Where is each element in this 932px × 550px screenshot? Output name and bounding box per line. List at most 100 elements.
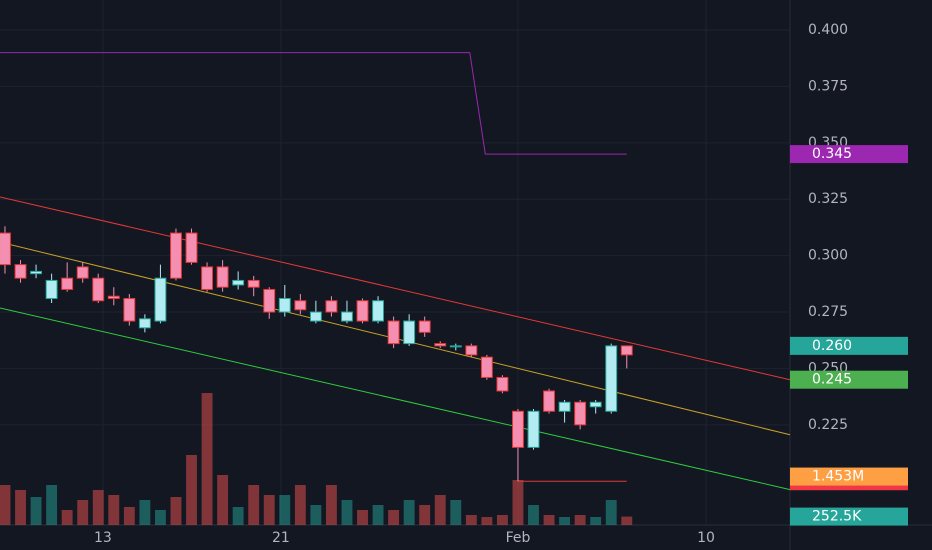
candle-body (309, 311, 322, 322)
candle-body (30, 270, 43, 275)
price-tag-label: 0.245 (812, 372, 852, 388)
volume-bar (434, 495, 446, 525)
volume-bar (528, 505, 539, 525)
volume-bar (621, 516, 633, 525)
candle-body (0, 232, 11, 266)
volume-bar (279, 495, 291, 525)
volume-bar (248, 485, 260, 525)
candle-body (558, 401, 571, 412)
candle-body (123, 297, 136, 322)
volume-bar (232, 507, 244, 525)
price-tag-label: 252.5K (812, 509, 862, 525)
price-tag-box (790, 507, 908, 526)
candle-body (387, 320, 400, 345)
x-tick-label: Feb (506, 530, 531, 546)
y-tick-label: 0.225 (808, 417, 848, 433)
volume-bar (403, 500, 415, 525)
candle-body (356, 300, 369, 322)
y-tick-label: 0.400 (808, 22, 848, 38)
y-tick-label: 0.325 (808, 191, 848, 207)
candle-body (496, 376, 509, 392)
volume-bar (30, 497, 42, 525)
volume-bar (294, 485, 306, 525)
volume-bar (357, 510, 368, 525)
candle-body (170, 232, 182, 279)
candle-body (449, 345, 462, 348)
candle-body (263, 288, 276, 313)
candle-body (325, 300, 338, 313)
candle-body (14, 264, 27, 279)
candle-body (216, 266, 229, 288)
candle-body (278, 297, 291, 313)
volume-bar (201, 393, 213, 525)
price-tag-box (790, 336, 908, 355)
volume-bar (77, 500, 89, 525)
indicator-line (0, 307, 791, 491)
candle-body (232, 279, 245, 286)
y-tick-label: 0.375 (808, 78, 848, 94)
price-tag-box (790, 145, 908, 164)
candle-body (574, 401, 587, 426)
price-tag-box (790, 370, 908, 389)
volume-bar (108, 495, 120, 525)
candle-body (92, 277, 105, 302)
volume-bar (61, 510, 73, 525)
candle-body (418, 320, 431, 333)
candle-body (201, 266, 214, 290)
x-tick-label: 10 (697, 530, 715, 546)
candle-body (465, 345, 478, 356)
y-tick-label: 0.275 (808, 304, 848, 320)
price-tag-box (790, 467, 908, 486)
candle-body (527, 410, 540, 448)
candle-body (605, 345, 618, 412)
volume-bar (481, 517, 493, 525)
volume-bar (0, 485, 11, 525)
candle-body (434, 343, 447, 347)
volume-bar (605, 500, 617, 525)
candle-body (294, 300, 307, 311)
volume-bar (465, 515, 477, 525)
volume-bar (590, 517, 602, 525)
price-tag-label: 0.260 (812, 338, 852, 354)
volume-bar (388, 510, 400, 525)
volume-bar (543, 515, 555, 525)
volume-bar (325, 485, 337, 525)
volume-bar (450, 500, 462, 525)
candle-body (341, 311, 353, 322)
candle-body (107, 295, 120, 299)
candle-body (185, 232, 198, 263)
candle-body (61, 277, 74, 290)
candle-body (543, 390, 555, 412)
candle-body (512, 410, 524, 448)
volume-bar (574, 515, 586, 525)
volume-bar (341, 500, 353, 525)
volume-bar (419, 505, 431, 525)
volume-bar (186, 455, 197, 525)
indicator-line (0, 52, 627, 155)
x-tick-label: 21 (272, 530, 290, 546)
candle-body (45, 279, 58, 299)
candle-body (480, 356, 493, 378)
x-tick-label: 13 (94, 530, 112, 546)
volume-bar (217, 475, 229, 525)
candle-body (620, 345, 633, 356)
price-tag-label: 0.345 (812, 146, 852, 162)
candle-body (76, 266, 89, 279)
volume-bar (170, 497, 182, 525)
volume-bar (139, 500, 151, 525)
candle-body (154, 277, 167, 322)
candle-body (589, 401, 602, 408)
volume-bar (496, 515, 508, 525)
indicator-line (0, 196, 791, 381)
candle-body (403, 320, 416, 345)
price-tag-label: 1.453M (812, 469, 864, 485)
volume-bar (123, 507, 135, 525)
volume-bar (512, 480, 524, 525)
volume-bar (92, 490, 104, 525)
volume-bar (310, 505, 322, 525)
candle-body (372, 300, 384, 322)
volume-bar (559, 517, 571, 525)
volume-bar (154, 510, 166, 525)
